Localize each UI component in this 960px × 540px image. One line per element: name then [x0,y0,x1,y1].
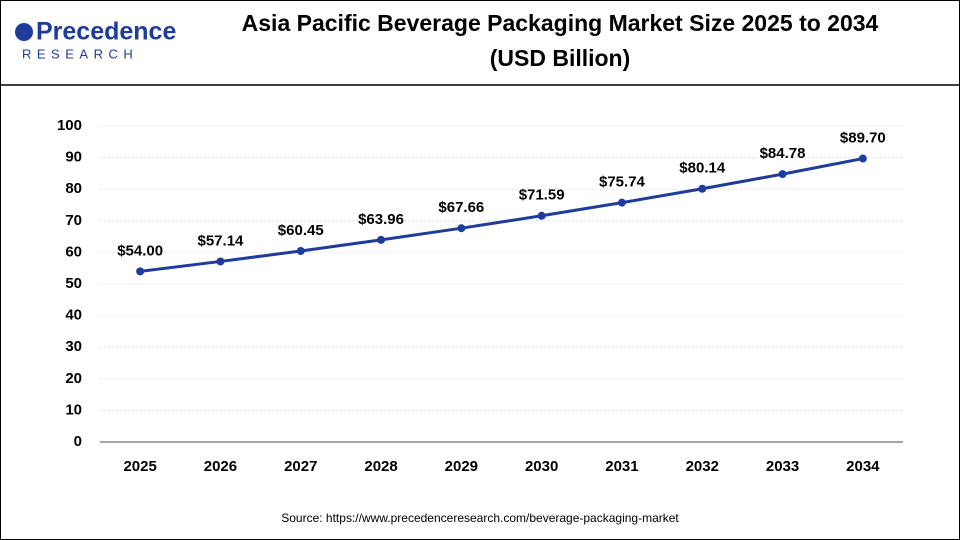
x-tick-label: 2027 [284,458,317,475]
data-label: $71.59 [519,187,565,204]
x-tick-label: 2026 [204,458,237,475]
data-label: $67.66 [438,199,484,216]
y-tick-label: 50 [65,275,82,292]
point [136,267,145,276]
line [139,157,864,273]
x-tick-label: 2029 [445,458,478,475]
point [216,257,225,266]
y-tick-label: 80 [65,180,82,197]
x-tick-label: 2034 [846,458,880,475]
point [537,211,546,220]
data-label: $63.96 [358,211,404,228]
data-label: $54.00 [117,242,163,259]
x-tick-label: 2028 [364,458,397,475]
y-tick-label: 100 [57,117,82,134]
x-tick-label: 2033 [766,458,799,475]
data-label: $75.74 [599,174,646,191]
logo-tagline: RESEARCH [22,46,138,61]
data-label: $57.14 [198,232,245,249]
y-tick-label: 70 [65,212,82,229]
x-tick-label: 2025 [123,458,156,475]
y-tick-label: 0 [74,433,82,450]
point [858,154,867,163]
point [778,170,787,179]
x-tick-label: 2031 [605,458,638,475]
point [698,184,707,193]
data-label: $60.45 [278,222,324,239]
data-label: $89.70 [840,130,886,147]
data-label: $80.14 [679,160,726,177]
y-tick-label: 40 [65,307,82,324]
y-tick-label: 90 [65,149,82,166]
data-label: $84.78 [760,145,806,162]
point [457,224,466,233]
chart-title: Asia Pacific Beverage Packaging Market S… [242,10,879,36]
point [296,246,305,255]
y-tick-label: 10 [65,401,82,418]
y-tick-label: 20 [65,370,82,387]
x-tick-label: 2032 [686,458,719,475]
source-note: Source: https://www.precedenceresearch.c… [281,511,679,525]
chart-subtitle: (USD Billion) [490,45,631,71]
logo-name: Precedence [36,18,176,46]
point [377,235,386,244]
point [617,198,626,207]
y-tick-label: 60 [65,243,82,260]
logo-icon [15,23,33,41]
y-tick-label: 30 [65,338,82,355]
x-tick-label: 2030 [525,458,558,475]
